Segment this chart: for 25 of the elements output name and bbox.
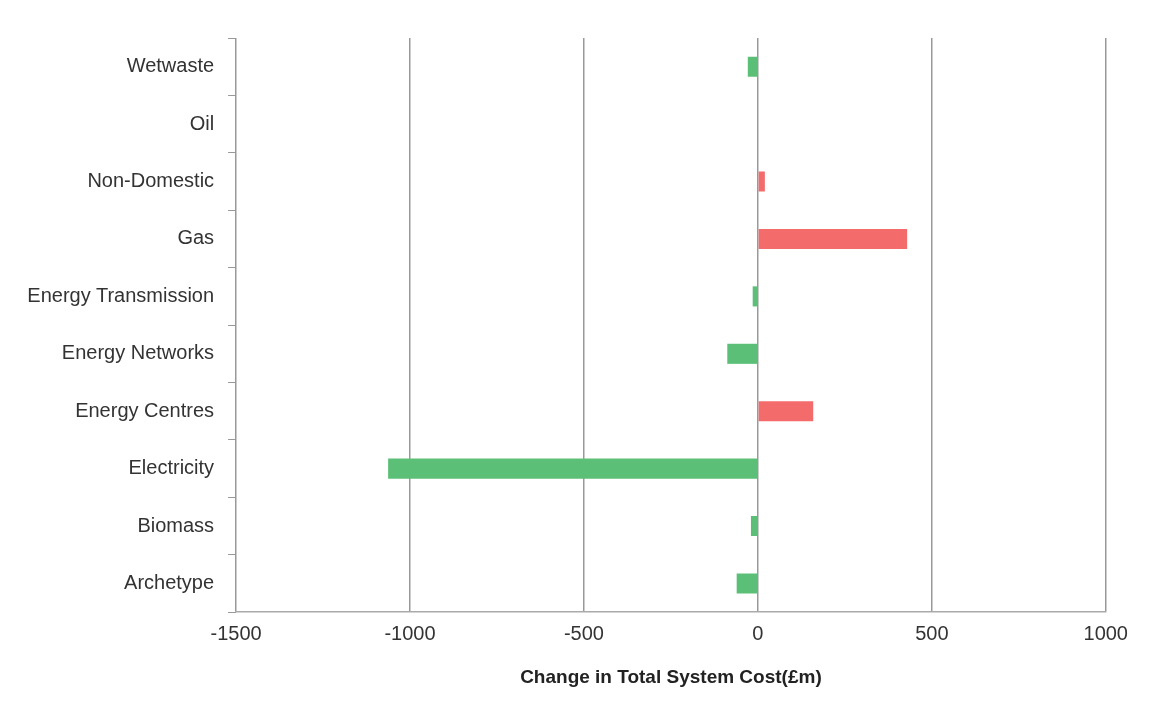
y-tick-label: Energy Transmission (27, 283, 215, 306)
x-tick-label: -1000 (384, 621, 436, 644)
bar (727, 343, 758, 364)
bar (736, 573, 758, 594)
y-tick-label: Wetwaste (126, 54, 215, 77)
y-tick-label: Energy Networks (61, 341, 215, 364)
y-tick-label: Oil (189, 111, 215, 134)
x-tick-label: -500 (563, 621, 604, 644)
y-tick-label: Non-Domestic (87, 169, 215, 192)
y-tick-label: Archetype (124, 571, 215, 594)
bar (747, 56, 758, 77)
x-axis-title: Change in Total System Cost(£m) (520, 665, 822, 687)
y-tick-label: Electricity (128, 456, 215, 479)
y-tick-label: Gas (177, 226, 215, 249)
x-tick-label: 0 (752, 621, 764, 644)
bar (750, 516, 758, 537)
x-tick-label: -1500 (210, 621, 262, 644)
bar (758, 171, 765, 192)
x-tick-label: 1000 (1083, 621, 1128, 644)
y-tick-label: Energy Centres (75, 398, 215, 421)
bar (388, 458, 758, 479)
bar (758, 401, 814, 422)
bar (758, 228, 908, 250)
y-tick-label: Biomass (137, 513, 215, 536)
x-tick-label: 500 (915, 621, 949, 644)
